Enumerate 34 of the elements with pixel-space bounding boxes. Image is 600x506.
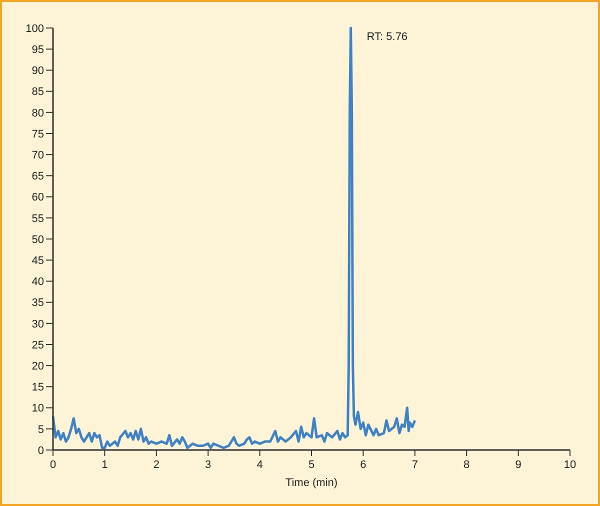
- y-tick-label: 65: [32, 170, 44, 183]
- y-tick-label: 20: [32, 360, 44, 372]
- x-tick-label: 2: [153, 459, 160, 471]
- x-tick-label: 0: [50, 459, 56, 471]
- x-tick-label: 1: [102, 459, 108, 471]
- annotation: RT: 5.76: [366, 31, 408, 43]
- y-tick-label: 95: [32, 44, 44, 56]
- x-tick-label: 4: [256, 459, 263, 471]
- x-tick-label: 3: [205, 459, 212, 471]
- y-tick-label: 100: [26, 22, 44, 35]
- x-tick-label: 5: [308, 459, 315, 471]
- y-tick-label: 5: [38, 424, 44, 436]
- y-tick-label: 0: [38, 444, 44, 457]
- x-tick-label: 6: [360, 459, 366, 471]
- y-tick-label: 60: [32, 192, 44, 204]
- y-tick-label: 90: [32, 65, 44, 78]
- y-tick-label: 85: [32, 86, 44, 98]
- y-tick-label: 55: [32, 212, 44, 225]
- x-tick-label: 7: [412, 459, 418, 471]
- y-tick-label: 35: [32, 297, 44, 310]
- y-tick-label: 25: [32, 339, 44, 352]
- x-tick-label: 8: [464, 459, 470, 471]
- y-tick-label: 50: [32, 234, 44, 246]
- y-tick-label: 10: [32, 402, 44, 415]
- x-axis-title: Time (min): [285, 477, 338, 489]
- y-tick-label: 15: [32, 382, 44, 394]
- y-tick-label: 70: [32, 149, 44, 162]
- y-tick-label: 45: [32, 254, 44, 267]
- x-tick-label: 9: [515, 459, 522, 471]
- y-tick-label: 75: [32, 128, 44, 140]
- y-tick-label: 30: [32, 318, 44, 330]
- x-tick-label: 10: [564, 459, 576, 471]
- y-tick-label: 80: [32, 107, 44, 120]
- y-tick-label: 40: [32, 276, 44, 288]
